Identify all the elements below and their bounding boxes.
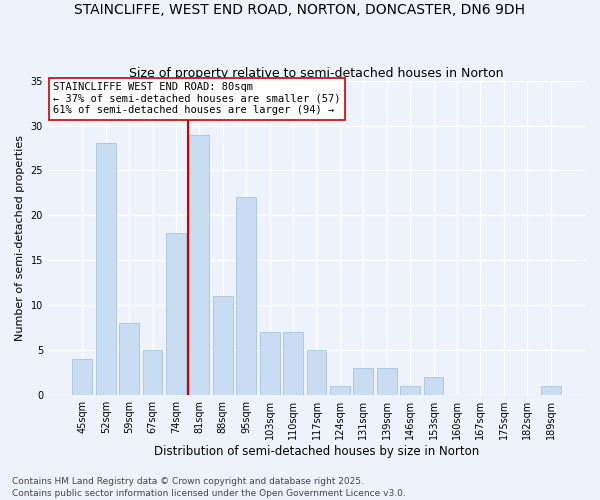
Bar [213, 296, 233, 394]
Bar [377, 368, 397, 394]
Bar [96, 144, 116, 394]
Bar [283, 332, 303, 394]
Bar [353, 368, 373, 394]
Bar [236, 198, 256, 394]
X-axis label: Distribution of semi-detached houses by size in Norton: Distribution of semi-detached houses by … [154, 444, 479, 458]
Text: STAINCLIFFE, WEST END ROAD, NORTON, DONCASTER, DN6 9DH: STAINCLIFFE, WEST END ROAD, NORTON, DONC… [74, 2, 526, 16]
Bar [73, 359, 92, 394]
Text: Contains HM Land Registry data © Crown copyright and database right 2025.
Contai: Contains HM Land Registry data © Crown c… [12, 476, 406, 498]
Bar [400, 386, 420, 394]
Bar [119, 323, 139, 394]
Bar [260, 332, 280, 394]
Bar [424, 377, 443, 394]
Bar [541, 386, 560, 394]
Bar [166, 233, 186, 394]
Bar [190, 134, 209, 394]
Bar [330, 386, 350, 394]
Bar [143, 350, 163, 395]
Title: Size of property relative to semi-detached houses in Norton: Size of property relative to semi-detach… [129, 66, 504, 80]
Y-axis label: Number of semi-detached properties: Number of semi-detached properties [15, 134, 25, 340]
Text: STAINCLIFFE WEST END ROAD: 80sqm
← 37% of semi-detached houses are smaller (57)
: STAINCLIFFE WEST END ROAD: 80sqm ← 37% o… [53, 82, 341, 116]
Bar [307, 350, 326, 395]
